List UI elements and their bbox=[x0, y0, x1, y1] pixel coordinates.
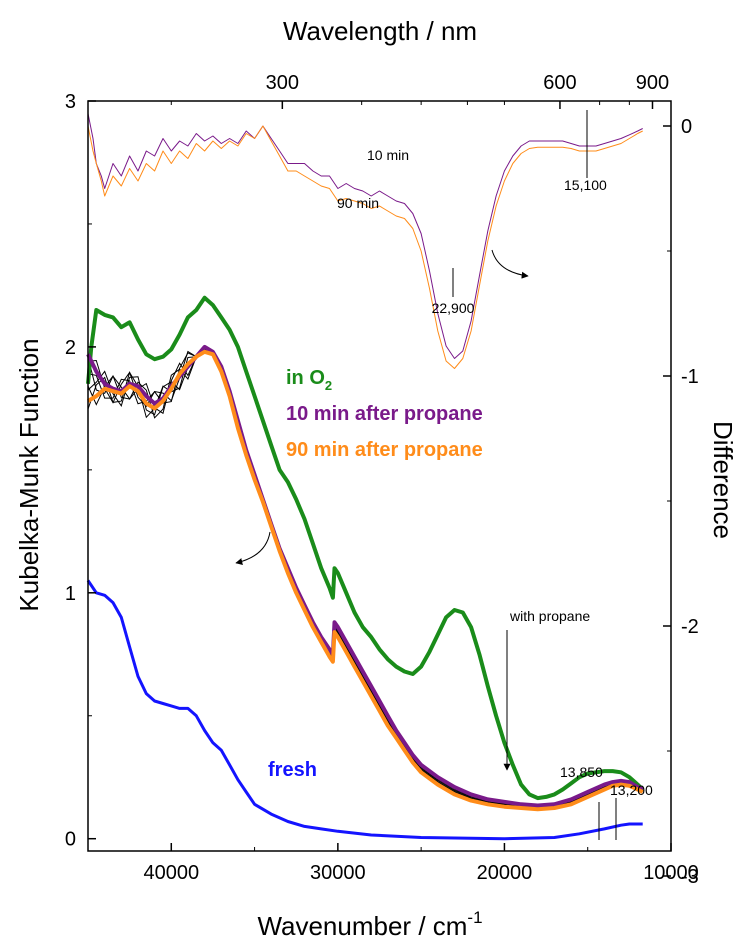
y-left-axis-title: Kubelka-Munk Function bbox=[14, 338, 44, 611]
y-right-axis-title: Difference bbox=[708, 421, 738, 539]
x-axis-title-main: Wavenumber / cm bbox=[257, 911, 467, 941]
top-tick-label: 300 bbox=[266, 72, 299, 94]
y-right-tick-label: -3 bbox=[681, 866, 699, 888]
y-right-tick-label: 0 bbox=[681, 116, 692, 138]
x-axis-title: Wavenumber / cm-1 bbox=[257, 908, 482, 941]
x-axis-title-sup: -1 bbox=[467, 908, 482, 927]
series-line-90-min bbox=[87, 125, 643, 369]
tick-layer: 40000 30000 20000 10000 0 1 2 3 0 -1 -2 -3 300 600 900 bbox=[65, 72, 699, 888]
series-line-10-min bbox=[87, 113, 643, 359]
peak-13850-label: 13,850 bbox=[560, 764, 603, 780]
y-left-tick-label: 2 bbox=[65, 337, 76, 359]
legend-10min: 10 min after propane bbox=[286, 403, 483, 425]
x-tick-label: 30000 bbox=[310, 862, 366, 884]
fresh-label: fresh bbox=[268, 759, 317, 781]
legend-in-o2-sub: 2 bbox=[325, 378, 332, 393]
top-tick-label: 600 bbox=[543, 72, 576, 94]
legend-in-o2-main: in O bbox=[286, 367, 325, 389]
y-left-tick-label: 1 bbox=[65, 583, 76, 605]
y-left-tick-label: 3 bbox=[65, 91, 76, 113]
arrow-right-axis bbox=[491, 249, 529, 279]
plot-frame bbox=[87, 100, 672, 852]
x-tick-label: 20000 bbox=[477, 862, 533, 884]
y-right-tick-label: -2 bbox=[681, 616, 699, 638]
diff-90min-label: 90 min bbox=[337, 195, 379, 211]
top-axis-title: Wavelength / nm bbox=[283, 16, 477, 46]
y-right-tick-label: -1 bbox=[681, 366, 699, 388]
peak-13200-label: 13,200 bbox=[610, 782, 653, 798]
legend-90min: 90 min after propane bbox=[286, 439, 483, 461]
peak-22900-label: 22,900 bbox=[432, 300, 475, 316]
series-line-fresh bbox=[86, 579, 643, 841]
y-left-tick-label: 0 bbox=[65, 829, 76, 851]
x-tick-label: 40000 bbox=[143, 862, 199, 884]
series-line-90-min-after-propane bbox=[86, 349, 644, 812]
series-line-in-o2 bbox=[86, 295, 645, 801]
diff-10min-label: 10 min bbox=[367, 147, 409, 163]
top-tick-label: 900 bbox=[636, 72, 669, 94]
legend-in-o2: in O2 bbox=[286, 367, 332, 393]
with-propane-label: with propane bbox=[509, 608, 590, 624]
peak-15100-label: 15,100 bbox=[564, 177, 607, 193]
x-tick-label: 10000 bbox=[643, 862, 699, 884]
series-layer bbox=[86, 113, 645, 841]
arrow-left-axis bbox=[235, 531, 271, 565]
